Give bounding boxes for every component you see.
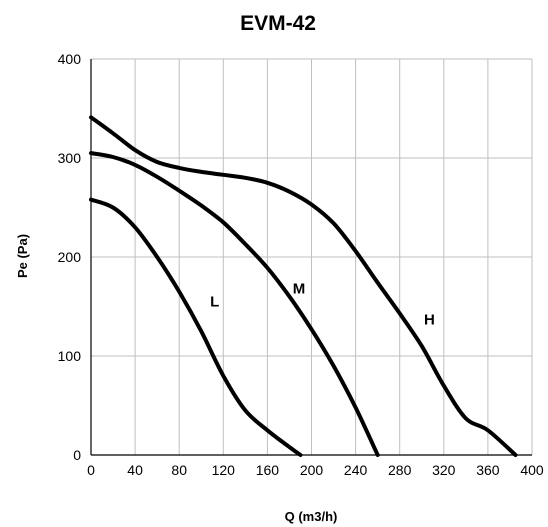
axes (90, 59, 532, 456)
x-tick-label: 80 (171, 462, 187, 478)
x-tick-label: 0 (87, 462, 95, 478)
x-tick-labels: 0 40 80 120 160 200 240 280 320 360 400 (87, 462, 544, 478)
series-line-m (89, 151, 380, 457)
y-tick-label: 0 (73, 447, 81, 463)
series-line-l (89, 197, 303, 457)
y-axis-title: Pe (Pa) (15, 234, 30, 278)
x-tick-label: 40 (127, 462, 143, 478)
series-line-h (89, 115, 518, 457)
x-tick-label: 120 (212, 462, 236, 478)
x-tick-label: 240 (344, 462, 368, 478)
curve-label-l: L (210, 294, 219, 311)
x-tick-label: 160 (256, 462, 280, 478)
y-tick-label: 200 (58, 249, 82, 265)
x-tick-label: 360 (476, 462, 500, 478)
curve-labels: L M H (210, 281, 435, 329)
series-lines (89, 115, 518, 457)
curve-label-h: H (424, 311, 435, 328)
chart-title: EVM-42 (240, 12, 316, 35)
x-axis-title: Q (m3/h) (285, 509, 338, 524)
x-tick-label: 200 (300, 462, 324, 478)
curve-label-m: M (293, 281, 306, 298)
x-tick-label: 280 (388, 462, 412, 478)
y-tick-label: 400 (58, 51, 82, 67)
y-tick-label: 300 (58, 150, 82, 166)
y-tick-label: 100 (58, 348, 82, 364)
x-tick-label: 320 (432, 462, 456, 478)
y-tick-labels: 0 100 200 300 400 (58, 51, 82, 463)
x-tick-label: 400 (520, 462, 544, 478)
